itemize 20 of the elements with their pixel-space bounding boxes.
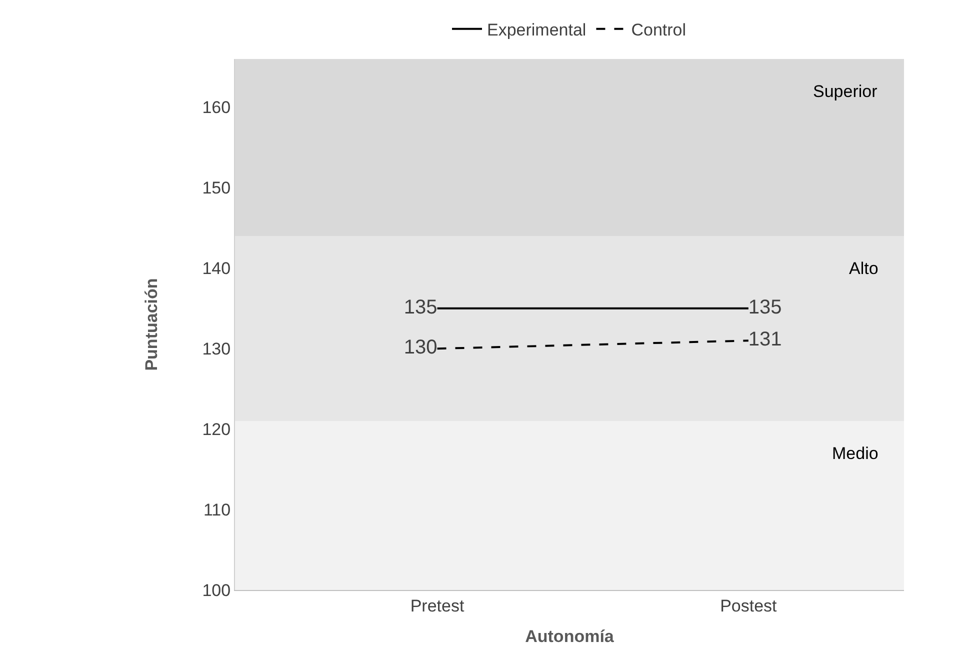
y-axis-title: Puntuación (142, 278, 161, 371)
y-tick-label: 110 (203, 500, 231, 520)
legend-label: Control (631, 20, 686, 40)
x-tick-label: Pretest (410, 596, 464, 616)
y-tick-label: 120 (202, 420, 231, 440)
data-label: 135 (748, 296, 782, 318)
y-tick-label: 150 (202, 178, 231, 198)
data-label: 131 (748, 328, 782, 351)
x-tick-label: Postest (720, 596, 778, 616)
x-axis-title: Autonomía (525, 626, 614, 646)
band-label: Alto (849, 259, 878, 278)
y-tick-label: 160 (202, 98, 231, 118)
data-label: 130 (404, 336, 438, 359)
legend-label: Experimental (487, 20, 586, 40)
band-label: Medio (832, 444, 878, 463)
y-tick-label: 100 (202, 580, 231, 600)
y-tick-label: 140 (202, 259, 231, 278)
y-tick-label: 130 (202, 340, 231, 359)
data-label: 135 (404, 296, 438, 318)
band-label: Superior (813, 82, 878, 101)
